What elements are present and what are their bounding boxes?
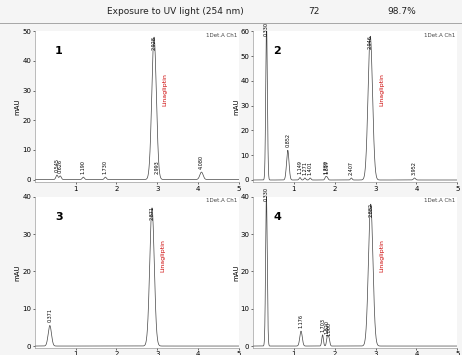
Text: 1.860: 1.860 bbox=[327, 322, 332, 335]
Text: 98.7%: 98.7% bbox=[388, 7, 416, 16]
Y-axis label: mAU: mAU bbox=[233, 99, 239, 115]
Y-axis label: mAU: mAU bbox=[15, 99, 21, 115]
Text: 2.993: 2.993 bbox=[154, 160, 159, 174]
Text: 3.952: 3.952 bbox=[412, 161, 417, 175]
Text: Linagliptin: Linagliptin bbox=[161, 239, 166, 272]
Text: Linagliptin: Linagliptin bbox=[163, 73, 168, 106]
Text: 1Det.A Ch1: 1Det.A Ch1 bbox=[424, 198, 456, 203]
Text: 2: 2 bbox=[274, 47, 281, 56]
Text: 1.820: 1.820 bbox=[325, 320, 330, 334]
Text: 0.852: 0.852 bbox=[285, 133, 290, 147]
Text: 4.080: 4.080 bbox=[199, 155, 204, 169]
Text: 0.330: 0.330 bbox=[264, 22, 269, 36]
Text: 1Det.A Ch1: 1Det.A Ch1 bbox=[424, 33, 456, 38]
Text: 1.703: 1.703 bbox=[320, 318, 325, 332]
Text: 0.371: 0.371 bbox=[47, 308, 52, 322]
Text: 1: 1 bbox=[55, 47, 63, 56]
Text: 2.871: 2.871 bbox=[150, 206, 154, 220]
Text: 1.190: 1.190 bbox=[81, 160, 86, 174]
Text: 0.626: 0.626 bbox=[58, 159, 63, 173]
Text: 0.330: 0.330 bbox=[264, 187, 269, 201]
Text: 72: 72 bbox=[309, 7, 320, 16]
Text: 1Det.A Ch1: 1Det.A Ch1 bbox=[206, 33, 237, 38]
Text: 1.149: 1.149 bbox=[298, 160, 303, 175]
Text: 2.946: 2.946 bbox=[368, 35, 373, 49]
Text: Linagliptin: Linagliptin bbox=[379, 239, 384, 272]
Text: 3: 3 bbox=[55, 212, 63, 222]
Text: 1.271: 1.271 bbox=[303, 161, 307, 175]
Text: 0.545: 0.545 bbox=[55, 158, 60, 172]
Text: 1.730: 1.730 bbox=[103, 160, 108, 174]
Text: 2.882: 2.882 bbox=[368, 203, 373, 217]
Y-axis label: mAU: mAU bbox=[15, 264, 21, 280]
Y-axis label: mAU: mAU bbox=[233, 264, 239, 280]
Text: Linagliptin: Linagliptin bbox=[379, 73, 384, 106]
Text: 4: 4 bbox=[274, 212, 281, 222]
Text: 2.407: 2.407 bbox=[349, 161, 354, 175]
Text: 1Det.A Ch1: 1Det.A Ch1 bbox=[206, 198, 237, 203]
Text: 2.928: 2.928 bbox=[152, 36, 157, 50]
Text: 1.780: 1.780 bbox=[323, 160, 328, 174]
Text: 1.401: 1.401 bbox=[308, 161, 313, 175]
Text: Exposure to UV light (254 nm): Exposure to UV light (254 nm) bbox=[107, 7, 244, 16]
Text: 1.176: 1.176 bbox=[298, 314, 304, 328]
Text: 1.817: 1.817 bbox=[325, 160, 330, 175]
